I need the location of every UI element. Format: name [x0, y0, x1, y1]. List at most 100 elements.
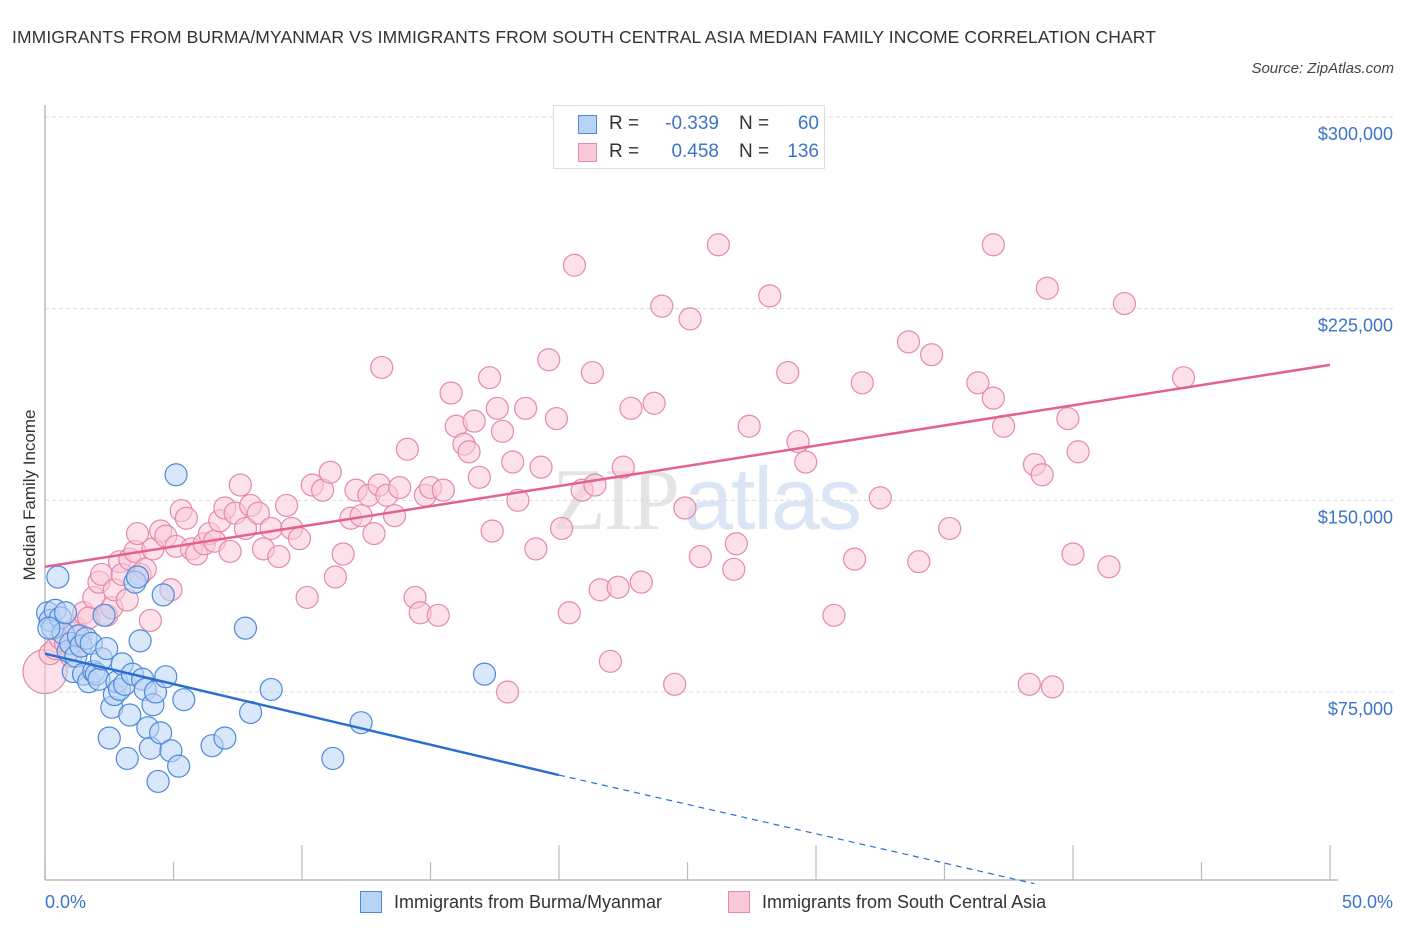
data-point-south-central-asia	[462, 409, 486, 433]
data-point-south-central-asia	[549, 516, 574, 541]
x-tick-label: 50.0%	[1342, 892, 1393, 912]
trend-line-south-central-asia	[44, 363, 1331, 569]
data-point-south-central-asia	[611, 455, 635, 479]
data-point-south-central-asia	[501, 450, 525, 474]
data-point-south-central-asia	[218, 539, 242, 564]
data-point-south-central-asia	[467, 465, 491, 489]
data-point-south-central-asia	[382, 504, 407, 528]
data-point-south-central-asia	[907, 550, 931, 574]
data-point-south-central-asia	[822, 603, 846, 627]
legend-label: Immigrants from Burma/Myanmar	[394, 891, 663, 912]
data-point-south-central-asia	[544, 406, 569, 431]
trend-lines	[44, 363, 1331, 885]
data-point-south-central-asia	[1040, 675, 1065, 699]
data-point-south-central-asia	[583, 473, 607, 497]
data-point-south-central-asia	[537, 348, 561, 372]
data-point-south-central-asia	[439, 381, 463, 405]
data-point-burma-myanmar	[37, 616, 61, 640]
data-point-south-central-asia	[485, 396, 509, 420]
legend-item-south-central-asia[interactable]: Immigrants from South Central Asia	[728, 889, 1046, 915]
data-point-south-central-asia	[1017, 672, 1041, 696]
n-label: N =	[739, 113, 770, 134]
data-point-south-central-asia	[580, 360, 605, 385]
data-point-burma-myanmar	[53, 601, 78, 625]
r-label: R =	[609, 141, 640, 162]
data-point-south-central-asia	[388, 475, 412, 500]
data-point-south-central-asia	[706, 233, 730, 257]
data-point-south-central-asia	[629, 570, 653, 594]
correlation-legend: R = -0.339 N = 60 R = 0.458 N = 136	[553, 105, 825, 169]
data-point-burma-myanmar	[97, 726, 121, 750]
data-point-south-central-asia	[794, 450, 818, 474]
data-point-south-central-asia	[426, 603, 450, 627]
legend-label: Immigrants from South Central Asia	[762, 891, 1047, 912]
pink-swatch-icon	[578, 142, 597, 162]
data-point-burma-myanmar	[149, 721, 173, 745]
legend-item-burma[interactable]: Immigrants from Burma/Myanmar	[360, 889, 662, 915]
gridlines	[45, 116, 1395, 693]
data-point-burma-myanmar	[146, 769, 170, 794]
data-point-south-central-asia	[478, 366, 502, 390]
y-tick-label: $300,000	[1318, 124, 1393, 144]
data-point-south-central-asia	[362, 521, 386, 546]
data-point-south-central-asia	[496, 680, 520, 704]
data-point-south-central-asia	[318, 460, 342, 484]
data-point-burma-myanmar	[95, 636, 119, 661]
blue-swatch-icon	[578, 114, 597, 134]
data-point-south-central-asia	[606, 575, 630, 599]
data-point-south-central-asia	[688, 544, 712, 569]
data-point-south-central-asia	[598, 649, 623, 673]
data-point-burma-myanmar	[151, 583, 175, 607]
data-point-south-central-asia	[1097, 555, 1121, 579]
x-tick-label: 0.0%	[45, 892, 86, 912]
data-point-south-central-asia	[395, 437, 419, 461]
data-point-south-central-asia	[842, 547, 867, 571]
r-value: -0.339	[665, 113, 719, 134]
data-point-south-central-asia	[737, 414, 761, 438]
data-point-burma-myanmar	[115, 746, 139, 771]
data-point-south-central-asia	[513, 396, 538, 420]
data-point-south-central-asia	[125, 521, 150, 546]
data-point-south-central-asia	[457, 440, 481, 464]
tick-labels: $75,000 $150,000 $225,000 $300,000 0.0% 50.0%	[45, 124, 1393, 912]
blue-swatch-icon	[360, 891, 382, 913]
y-tick-label: $225,000	[1318, 316, 1393, 336]
data-point-south-central-asia	[274, 493, 299, 518]
data-point-south-central-asia	[650, 294, 674, 318]
data-point-south-central-asia	[370, 355, 394, 380]
data-point-south-central-asia	[981, 233, 1005, 257]
data-point-south-central-asia	[938, 516, 962, 541]
data-point-south-central-asia	[267, 544, 291, 569]
data-point-south-central-asia	[868, 486, 892, 510]
data-point-south-central-asia	[295, 585, 319, 610]
data-point-south-central-asia	[331, 542, 355, 566]
data-point-south-central-asia	[758, 284, 782, 308]
data-point-south-central-asia	[562, 253, 587, 277]
data-point-south-central-asia	[138, 608, 162, 633]
source-label: Source: ZipAtlas.com	[1251, 60, 1394, 77]
data-point-burma-myanmar	[46, 565, 70, 589]
data-point-burma-myanmar	[92, 603, 116, 627]
data-point-south-central-asia	[1066, 440, 1090, 464]
n-value: 136	[787, 141, 819, 162]
data-point-burma-myanmar	[321, 746, 345, 771]
data-point-south-central-asia	[323, 565, 348, 589]
data-point-south-central-asia	[776, 360, 800, 385]
r-value: 0.458	[671, 141, 719, 162]
n-label: N =	[739, 141, 770, 162]
data-point-south-central-asia	[259, 516, 283, 541]
data-point-south-central-asia	[524, 537, 548, 561]
data-point-burma-myanmar	[213, 726, 237, 750]
data-point-burma-myanmar	[172, 688, 196, 712]
data-point-south-central-asia	[431, 478, 455, 502]
series-south-central-asia	[22, 233, 1196, 704]
data-point-south-central-asia	[557, 601, 581, 625]
data-point-south-central-asia	[896, 330, 921, 354]
legend-row-south-central-asia: R = 0.458 N = 136	[578, 140, 819, 164]
data-point-burma-myanmar	[259, 677, 283, 702]
data-point-south-central-asia	[966, 371, 990, 395]
data-point-south-central-asia	[1171, 366, 1196, 390]
trend-line-burma-myanmar-extrapolated	[558, 774, 1035, 885]
pink-swatch-icon	[728, 891, 750, 913]
